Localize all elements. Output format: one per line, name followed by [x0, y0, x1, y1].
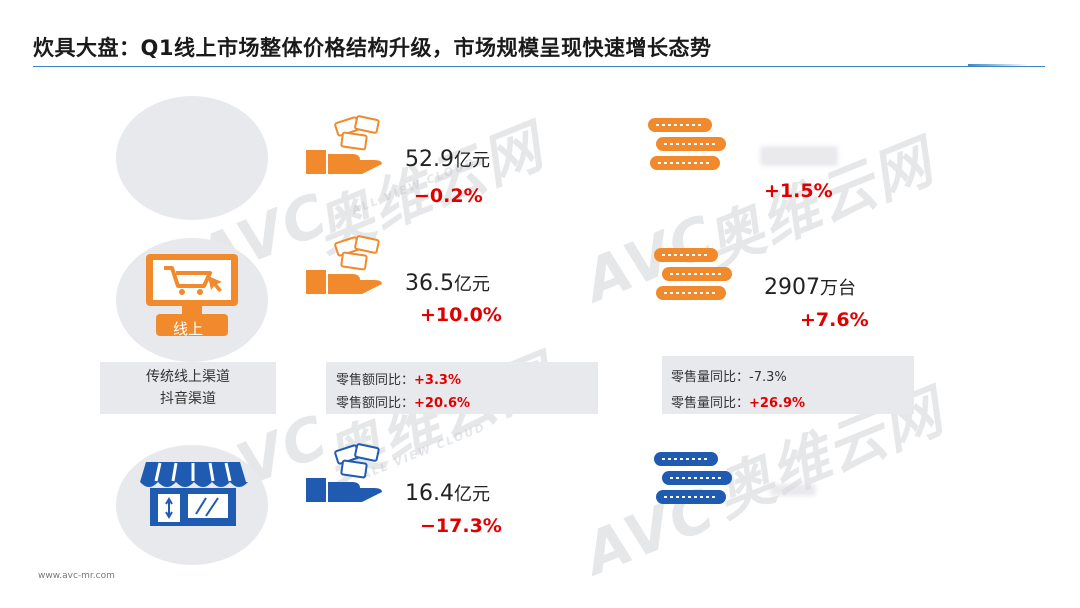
- total-amount-change: −0.2%: [414, 185, 483, 207]
- coin-stack-icon: [654, 452, 732, 504]
- online-label: 线上: [172, 320, 203, 338]
- shopping-cart-monitor-icon: [146, 254, 238, 336]
- money-hand-icon: [306, 443, 382, 502]
- online-amount: 36.5亿元: [405, 271, 490, 296]
- channel-douyin: 抖音渠道: [160, 391, 216, 407]
- money-hand-icon: [306, 235, 382, 294]
- channel-traditional: 传统线上渠道: [146, 369, 230, 385]
- footer-url: www.avc-mr.com: [38, 571, 115, 581]
- offline-amount-change: −17.3%: [420, 515, 502, 537]
- volume-yoy-traditional: 零售量同比：-7.3%: [671, 370, 787, 385]
- coin-stack-icon: [654, 248, 732, 300]
- title-divider-accent: [968, 64, 1028, 67]
- total-volume-change: +1.5%: [764, 180, 833, 202]
- volume-yoy-douyin: 零售量同比：+26.9%: [671, 396, 806, 411]
- obscured-offline-volume: [770, 484, 816, 496]
- title-divider: [33, 66, 1045, 67]
- offline-amount: 16.4亿元: [405, 481, 490, 506]
- volume-yoy-box: [662, 356, 914, 414]
- page-title: 炊具大盘：Q1线上市场整体价格结构升级，市场规模呈现快速增长态势: [33, 36, 712, 60]
- online-volume-change: +7.6%: [800, 309, 869, 331]
- coin-stack-icon: [648, 118, 726, 170]
- online-volume: 2907万台: [764, 275, 856, 300]
- total-amount: 52.9亿元: [405, 147, 490, 172]
- total-market-circle: [116, 96, 268, 220]
- online-amount-change: +10.0%: [420, 304, 502, 326]
- obscured-volume-value: [760, 146, 838, 166]
- money-hand-icon: [306, 115, 382, 174]
- amount-yoy-douyin: 零售额同比：+20.6%: [336, 396, 471, 411]
- online-channels-box: [100, 362, 276, 414]
- amount-yoy-traditional: 零售额同比：+3.3%: [336, 373, 461, 388]
- storefront-icon: [140, 462, 248, 526]
- amount-yoy-box: [326, 362, 598, 414]
